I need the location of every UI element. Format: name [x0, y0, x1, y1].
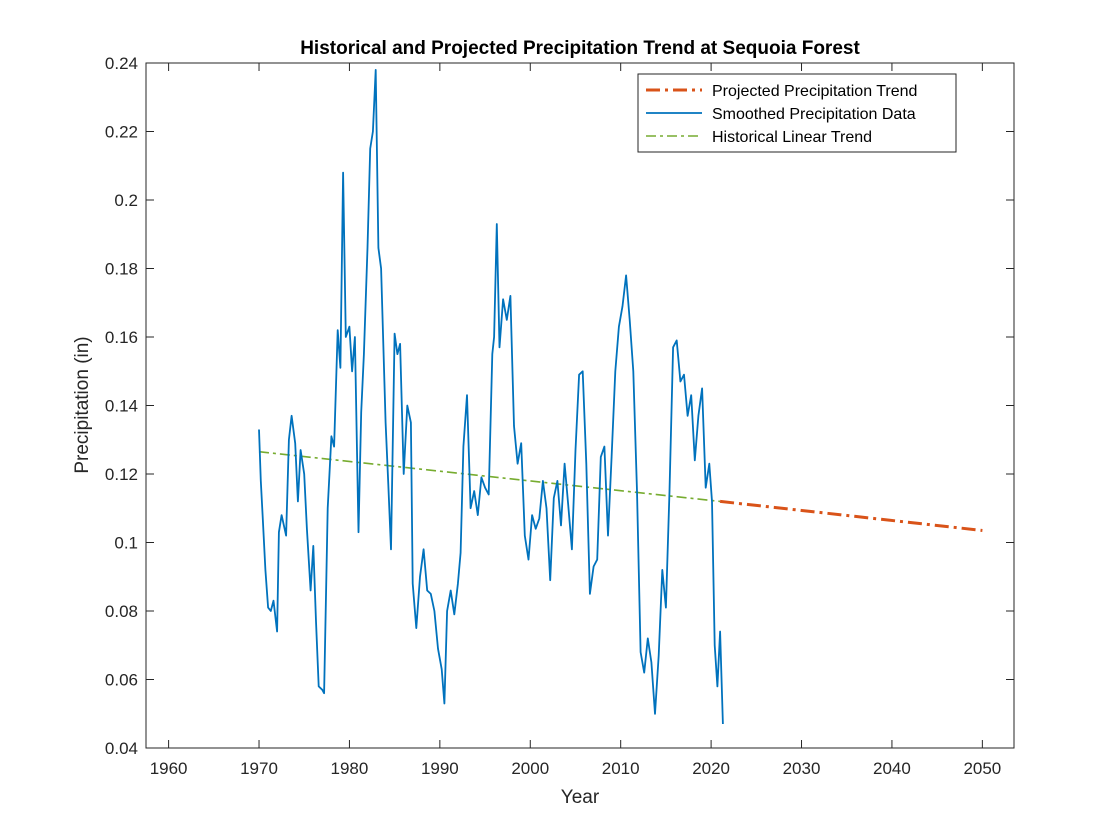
y-tick-label: 0.16 — [105, 328, 138, 347]
x-tick-label: 1990 — [421, 759, 459, 778]
x-tick-label: 2030 — [783, 759, 821, 778]
legend-label-1: Smoothed Precipitation Data — [712, 106, 916, 123]
chart-title: Historical and Projected Precipitation T… — [300, 38, 860, 59]
x-tick-label: 2010 — [602, 759, 640, 778]
y-tick-label: 0.12 — [105, 465, 138, 484]
legend-label-0: Projected Precipitation Trend — [712, 83, 917, 100]
x-tick-label: 1960 — [150, 759, 188, 778]
y-axis-label: Precipitation (in) — [72, 336, 93, 473]
x-tick-label: 1980 — [331, 759, 369, 778]
legend-label-2: Historical Linear Trend — [712, 129, 872, 146]
x-tick-label: 2000 — [511, 759, 549, 778]
y-tick-label: 0.08 — [105, 602, 138, 621]
axis-ticks: 1960 1970 1980 1990 2000 2010 2020 2030 2040 2050… — [105, 54, 1014, 778]
series-line-1 — [258, 69, 724, 725]
y-tick-label: 0.06 — [105, 671, 138, 690]
axes-box — [145, 62, 1015, 749]
y-tick-label: 0.14 — [105, 397, 138, 416]
series-line-0 — [719, 499, 983, 532]
y-tick-label: 0.04 — [105, 739, 138, 758]
y-tick-label: 0.22 — [105, 123, 138, 142]
y-tick-label: 0.2 — [114, 191, 138, 210]
y-tick-label: 0.24 — [105, 54, 138, 73]
x-tick-label: 2050 — [963, 759, 1001, 778]
y-tick-label: 0.1 — [114, 534, 138, 553]
x-axis-label: Year — [561, 787, 600, 808]
series-layer — [258, 69, 983, 725]
x-tick-label: 2040 — [873, 759, 911, 778]
legend: Projected Precipitation Trend Smoothed Pr… — [637, 73, 957, 153]
x-tick-label: 2020 — [692, 759, 730, 778]
y-tick-label: 0.18 — [105, 260, 138, 279]
x-tick-label: 1970 — [240, 759, 278, 778]
